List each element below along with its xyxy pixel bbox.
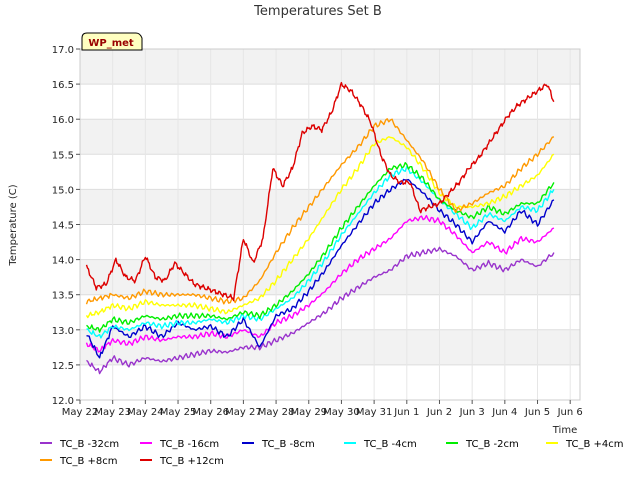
y-axis-label: Temperature (C) — [8, 184, 19, 266]
y-tick-label: 14.5 — [52, 221, 74, 232]
series-line — [85, 81, 555, 302]
y-tick-label: 14.0 — [52, 256, 74, 267]
series-line — [85, 136, 555, 319]
series-line — [86, 246, 555, 375]
series-layer — [85, 81, 555, 375]
series-line — [85, 118, 555, 305]
series-line — [86, 165, 555, 339]
x-tick-label: Jun 6 — [557, 407, 583, 418]
x-tick-label: May 27 — [225, 407, 262, 418]
legend-item: TC_B +12cm — [140, 456, 224, 467]
x-tick-label: May 25 — [160, 407, 197, 418]
x-tick-label: Jun 5 — [524, 407, 550, 418]
legend-label: TC_B -2cm — [465, 439, 519, 450]
legend-label: TC_B -32cm — [59, 439, 119, 450]
legend-label: TC_B -4cm — [363, 439, 417, 450]
legend-item: TC_B -2cm — [446, 439, 519, 450]
legend-item: TC_B -16cm — [140, 439, 219, 450]
y-tick-label: 12.0 — [52, 396, 74, 407]
background-bands — [80, 49, 580, 365]
band — [80, 119, 580, 155]
y-tick-label: 16.5 — [52, 80, 74, 91]
x-tick-label: May 29 — [290, 407, 327, 418]
legend-label: TC_B +12cm — [159, 456, 224, 467]
x-axis-label: Time — [552, 425, 577, 436]
y-tick-label: 12.5 — [52, 361, 74, 372]
x-tick-label: Jun 1 — [393, 407, 419, 418]
x-tick-label: May 30 — [323, 407, 360, 418]
legend-item: TC_B -8cm — [242, 439, 315, 450]
legend-item: TC_B +4cm — [546, 439, 624, 450]
y-tick-label: 15.5 — [52, 150, 74, 161]
legend-item: TC_B -4cm — [344, 439, 417, 450]
y-tick-label: 13.5 — [52, 291, 74, 302]
y-tick-label: 13.0 — [52, 326, 74, 337]
y-tick-label: 16.0 — [52, 115, 74, 126]
legend-label: TC_B +8cm — [59, 456, 118, 467]
x-tick-label: May 24 — [127, 407, 164, 418]
wp-met-badge: WP_met — [81, 32, 143, 51]
x-tick-label: May 23 — [94, 407, 131, 418]
legend-label: TC_B +4cm — [565, 439, 624, 450]
y-tick-label: 17.0 — [52, 45, 74, 56]
x-tick-label: Jun 2 — [426, 407, 452, 418]
series-line — [85, 214, 555, 353]
series-line — [86, 161, 555, 333]
legend-label: TC_B -16cm — [159, 439, 219, 450]
legend: TC_B -32cm TC_B -16cm TC_B -8cm TC_B -4cm TC… — [40, 439, 624, 467]
band — [80, 49, 580, 85]
y-axis-ticks: 12.0 12.5 13.0 13.5 14.0 14.5 15.0 15.5 16.0 16.5… — [52, 45, 80, 407]
legend-label: TC_B -8cm — [261, 439, 315, 450]
legend-item: TC_B -32cm — [40, 439, 119, 450]
x-tick-label: Jun 4 — [491, 407, 517, 418]
x-tick-label: May 28 — [258, 407, 295, 418]
chart-title: Temperatures Set B — [253, 4, 382, 19]
x-tick-label: May 22 — [62, 407, 99, 418]
badge-shape — [81, 32, 143, 51]
x-tick-label: Jun 3 — [459, 407, 485, 418]
band — [80, 259, 580, 295]
y-tick-label: 15.0 — [52, 185, 74, 196]
x-tick-label: May 31 — [356, 407, 393, 418]
band — [80, 329, 580, 365]
x-tick-label: May 26 — [192, 407, 229, 418]
legend-item: TC_B +8cm — [40, 456, 118, 467]
badge-text: WP_met — [88, 38, 134, 49]
series-line — [86, 178, 555, 359]
